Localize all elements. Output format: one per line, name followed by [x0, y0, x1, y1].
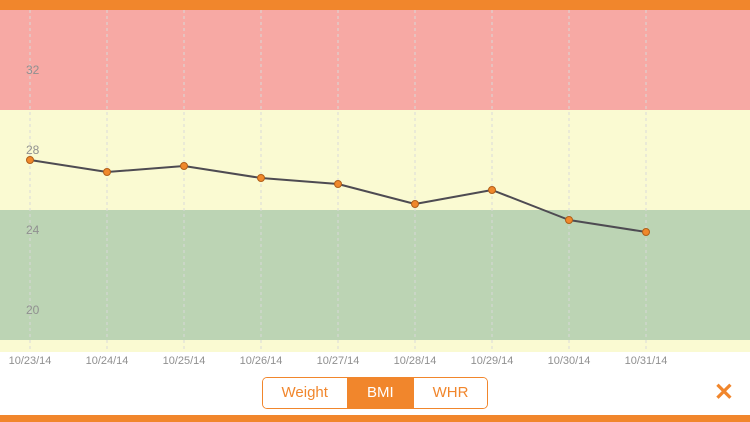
svg-text:10/31/14: 10/31/14 — [625, 355, 668, 367]
svg-text:10/27/14: 10/27/14 — [317, 355, 360, 367]
svg-text:24: 24 — [26, 223, 40, 237]
band-underweight-zone — [0, 340, 750, 352]
band-overweight-zone — [0, 110, 750, 210]
top-border-bar — [0, 0, 750, 10]
bottom-border-bar — [0, 415, 750, 422]
svg-text:20: 20 — [26, 303, 40, 317]
band-obese-zone — [0, 10, 750, 110]
bmi-line-chart: 32 28 24 20 10/23/14 10/24/14 10/25/14 10/26/14… — [0, 10, 750, 367]
svg-text:28: 28 — [26, 143, 40, 157]
svg-text:10/24/14: 10/24/14 — [86, 355, 129, 367]
svg-text:10/30/14: 10/30/14 — [548, 355, 591, 367]
metric-segmented-control: Weight BMI WHR — [261, 376, 489, 409]
svg-text:10/23/14: 10/23/14 — [9, 355, 52, 367]
svg-text:10/29/14: 10/29/14 — [471, 355, 514, 367]
svg-text:32: 32 — [26, 63, 40, 77]
bmi-chart: 32 28 24 20 10/23/14 10/24/14 10/25/14 10/26/14… — [0, 10, 750, 370]
tab-bmi[interactable]: BMI — [346, 377, 413, 408]
bottom-toolbar: Weight BMI WHR ✕ — [0, 370, 750, 415]
svg-text:10/25/14: 10/25/14 — [163, 355, 206, 367]
svg-text:10/26/14: 10/26/14 — [240, 355, 283, 367]
band-normal-zone — [0, 210, 750, 340]
tab-whr[interactable]: WHR — [412, 377, 488, 408]
tab-weight[interactable]: Weight — [262, 377, 347, 408]
close-icon[interactable]: ✕ — [713, 378, 734, 406]
svg-text:10/28/14: 10/28/14 — [394, 355, 437, 367]
